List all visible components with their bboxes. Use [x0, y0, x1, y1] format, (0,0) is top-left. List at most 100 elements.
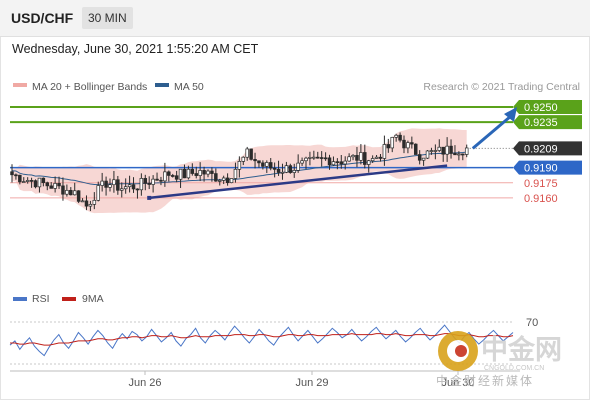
- candle-body: [96, 185, 100, 201]
- candle-body: [37, 177, 42, 188]
- candle-body: [218, 180, 222, 182]
- candle-body: [198, 170, 202, 176]
- bollinger-legend-label: MA 20 + Bollinger Bands: [32, 81, 147, 93]
- candle-body: [394, 134, 398, 138]
- candle-body: [120, 188, 124, 191]
- projection-arrow: [471, 114, 512, 150]
- candle-body: [127, 184, 132, 188]
- candle-body: [10, 171, 14, 176]
- candle-body: [351, 155, 355, 158]
- candle-body: [225, 177, 230, 184]
- level-label-0.9175: 0.9175: [524, 178, 558, 190]
- chart-datetime: Wednesday, June 30, 2021 1:55:20 AM CET: [12, 42, 259, 56]
- candle-body: [425, 150, 430, 159]
- candle-body: [72, 190, 77, 196]
- chart-header: USD/CHF 30 MIN: [0, 0, 590, 37]
- projection-arrow-head-icon: [504, 107, 517, 122]
- candle-body: [331, 161, 336, 166]
- candle-body: [92, 199, 97, 205]
- rsi-ma-legend-swatch: [62, 297, 76, 301]
- candle-body: [284, 165, 289, 173]
- candle-body: [178, 168, 183, 180]
- level-label-0.9209: 0.9209: [524, 143, 558, 155]
- candle-body: [316, 156, 320, 159]
- candle-body: [437, 146, 442, 151]
- candle-body: [414, 143, 418, 155]
- timeframe-button[interactable]: 30 MIN: [82, 7, 133, 29]
- credit-label: Research © 2021 Trading Central: [423, 81, 580, 93]
- candle-body: [186, 168, 191, 179]
- candle-body: [363, 152, 367, 165]
- x-tick-label: Jun 30: [441, 377, 474, 389]
- candle-body: [53, 183, 57, 189]
- watermark-domain: CNGOLD.COM.CN: [484, 365, 544, 372]
- candle-body: [402, 139, 406, 149]
- candle-body: [123, 186, 128, 190]
- candle-body: [57, 183, 61, 187]
- candle-body: [398, 134, 402, 141]
- candle-body: [292, 170, 296, 173]
- candle-body: [343, 160, 347, 165]
- candle-body: [88, 203, 93, 207]
- candle-body: [245, 148, 249, 158]
- candle-body: [61, 185, 65, 195]
- candle-body: [69, 189, 73, 196]
- candle-body: [174, 175, 179, 180]
- candle-body: [312, 156, 316, 159]
- rsi-legend-label: RSI: [32, 293, 50, 305]
- trendline: [149, 164, 448, 200]
- candle-body: [429, 150, 434, 152]
- candle-body: [214, 173, 218, 182]
- level-label-0.9160: 0.9160: [524, 193, 558, 205]
- price-panel: 0.9250 0.9235 0.9209 0.9190 0.9175 0.9160: [10, 100, 582, 214]
- candle-body: [327, 157, 332, 166]
- candle-body: [280, 171, 285, 174]
- candle-body: [80, 200, 85, 203]
- candle-body: [308, 157, 312, 159]
- candle-body: [147, 183, 151, 185]
- candle-body: [104, 180, 108, 188]
- candle-body: [323, 157, 328, 160]
- candle-body: [335, 161, 340, 164]
- candle-body: [276, 168, 281, 173]
- candle-body: [139, 178, 144, 191]
- candle-body: [100, 180, 104, 186]
- candle-body: [33, 180, 38, 188]
- x-axis: Jun 26 Jun 29 Jun 30: [128, 371, 475, 389]
- candle-body: [339, 161, 344, 165]
- candle-body: [155, 178, 159, 181]
- candle-body: [49, 185, 53, 189]
- level-tag-0.9209: [513, 141, 582, 156]
- candle-body: [319, 157, 324, 159]
- rsi-panel: 70: [9, 317, 538, 365]
- candle-body: [417, 154, 422, 161]
- candle-body: [272, 167, 277, 170]
- candle-body: [304, 157, 308, 162]
- symbol-title: USD/CHF: [11, 10, 74, 26]
- candle-body: [453, 153, 457, 156]
- candle-body: [210, 170, 214, 174]
- candle-body: [143, 178, 148, 184]
- candle-body: [421, 157, 426, 161]
- level-tag-0.9235: [513, 115, 582, 130]
- candle-body: [18, 174, 22, 183]
- candle-body: [253, 159, 257, 162]
- candle-body: [65, 189, 69, 195]
- candle-body: [112, 179, 116, 186]
- candle-body: [14, 174, 18, 177]
- candle-body: [221, 177, 226, 181]
- candle-body: [445, 145, 449, 155]
- candle-body: [374, 156, 379, 159]
- candle-body: [441, 146, 445, 155]
- candle-body: [22, 181, 26, 183]
- candle-body: [163, 171, 167, 182]
- candle-body: [229, 178, 234, 184]
- candle-body: [366, 160, 371, 165]
- candle-body: [202, 170, 206, 175]
- candle-body: [410, 142, 414, 145]
- candle-body: [457, 153, 461, 156]
- rsi-ma-line: [10, 333, 514, 346]
- candle-body: [241, 156, 246, 162]
- candle-body: [288, 165, 293, 173]
